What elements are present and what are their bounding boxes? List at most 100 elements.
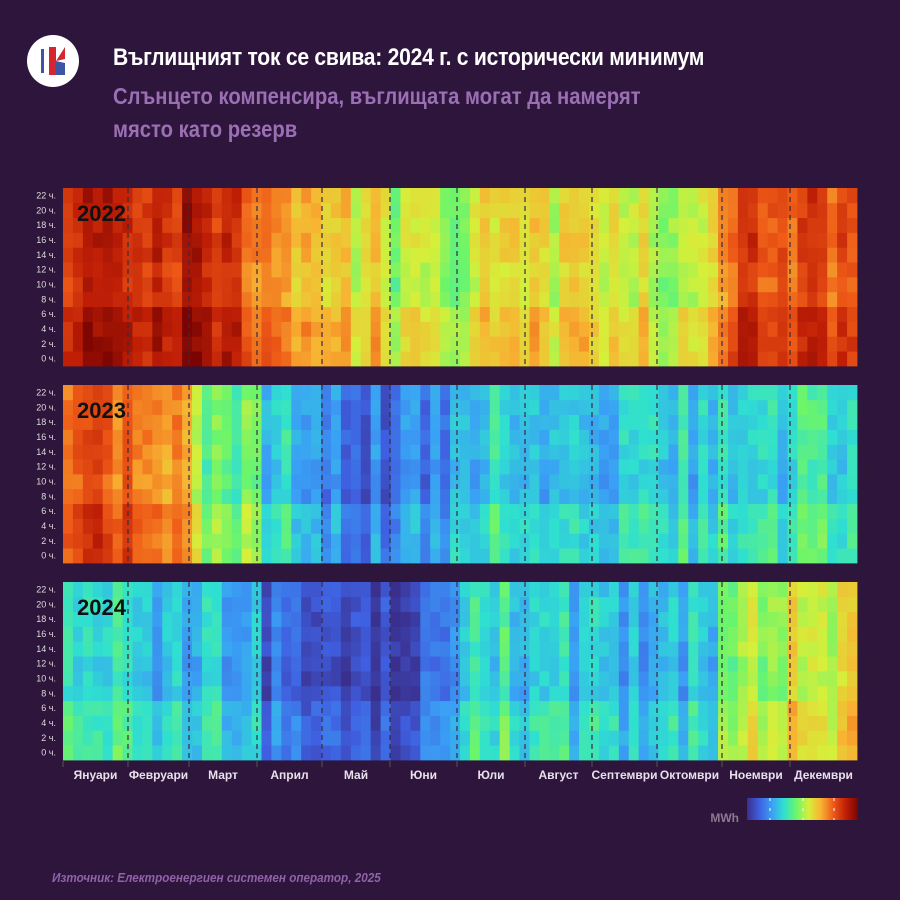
heatmap-cell <box>718 188 729 204</box>
heatmap-cell <box>847 685 858 702</box>
heatmap-cell <box>370 626 382 642</box>
y-tick-label: 8 ч. <box>41 294 56 304</box>
heatmap-cell <box>469 321 481 337</box>
heatmap-cell <box>847 596 858 613</box>
heatmap-cell <box>559 217 570 233</box>
heatmap-cell <box>519 321 530 337</box>
heatmap-cell <box>360 459 372 475</box>
heatmap-cell <box>291 700 302 716</box>
heatmap-cell <box>767 671 779 687</box>
heatmap-cell <box>350 385 362 401</box>
heatmap-cell <box>231 671 243 687</box>
heatmap-cell <box>747 671 759 687</box>
heatmap-cell <box>678 351 689 367</box>
heatmap-cell <box>549 444 560 460</box>
heatmap-cell <box>172 474 183 490</box>
heatmap-cell <box>321 474 332 490</box>
heatmap-cell <box>63 730 74 746</box>
heatmap-cell <box>737 518 749 534</box>
heatmap-cell <box>271 474 282 490</box>
heatmap-cell <box>678 262 689 278</box>
heatmap-cell <box>837 745 848 761</box>
heatmap-cell <box>777 217 788 233</box>
heatmap-cell <box>261 202 272 219</box>
heatmap-cell <box>271 277 282 293</box>
heatmap-cell <box>430 641 441 657</box>
heatmap-cell <box>648 518 659 534</box>
heatmap-cell <box>757 730 769 746</box>
heatmap-cell <box>598 611 610 627</box>
heatmap-cell <box>370 474 382 490</box>
heatmap-cell <box>241 321 252 337</box>
heatmap-cell <box>479 217 491 233</box>
heatmap-cell <box>122 188 133 204</box>
heatmap-cell <box>837 700 848 716</box>
heatmap-cell <box>539 188 550 204</box>
heatmap-cell <box>360 596 372 613</box>
heatmap-cell <box>638 429 649 445</box>
heatmap-cell <box>132 321 143 337</box>
heatmap-cell <box>340 474 352 490</box>
heatmap-cell <box>241 503 252 519</box>
heatmap-cell <box>668 291 679 308</box>
heatmap-cell <box>757 247 769 263</box>
heatmap-cell <box>817 518 828 534</box>
heatmap-cell <box>479 488 491 505</box>
heatmap-cell <box>688 399 699 416</box>
heatmap-cell <box>837 217 848 233</box>
heatmap-cell <box>192 488 203 505</box>
heatmap-cell <box>618 548 630 564</box>
heatmap-cell <box>777 291 788 308</box>
heatmap-cell <box>92 306 104 322</box>
heatmap-cell <box>688 429 699 445</box>
heatmap-cell <box>638 700 649 716</box>
heatmap-cell <box>668 745 679 761</box>
heatmap-cell <box>817 533 828 549</box>
heatmap-cell <box>807 277 818 293</box>
heatmap-cell <box>201 488 213 505</box>
heatmap-cell <box>589 596 600 613</box>
heatmap-cell <box>440 503 451 519</box>
heatmap-cell <box>598 700 610 716</box>
heatmap-cell <box>787 685 798 702</box>
heatmap-cell <box>340 671 352 687</box>
heatmap-cell <box>201 336 213 352</box>
heatmap-cell <box>460 321 471 337</box>
heatmap-cell <box>708 518 719 534</box>
heatmap-cell <box>708 656 719 672</box>
heatmap-cell <box>370 582 382 598</box>
heatmap-cell <box>608 336 620 352</box>
heatmap-cell <box>360 351 372 367</box>
heatmap-cell <box>132 414 143 430</box>
heatmap-cell <box>767 232 779 248</box>
heatmap-cell <box>698 414 709 430</box>
heatmap-cell <box>559 232 570 248</box>
heatmap-cell <box>271 715 282 731</box>
heatmap-cell <box>479 685 491 702</box>
heatmap-cell <box>807 429 818 445</box>
heatmap-cell <box>261 385 272 401</box>
heatmap-cell <box>201 582 213 598</box>
heatmap-cell <box>847 277 858 293</box>
heatmap-cell <box>559 488 570 505</box>
heatmap-cell <box>499 399 511 416</box>
heatmap-cell <box>678 444 689 460</box>
heatmap-cell <box>708 611 719 627</box>
heatmap-cell <box>777 626 788 642</box>
y-tick-label: 10 ч. <box>36 673 56 683</box>
heatmap-cell <box>63 582 74 598</box>
heatmap-cell <box>162 715 173 731</box>
x-tick-label: Април <box>270 768 308 782</box>
heatmap-cell <box>847 745 858 761</box>
heatmap-cell <box>519 232 530 248</box>
heatmap-cell <box>777 429 788 445</box>
heatmap-cell <box>688 533 699 549</box>
heatmap-cell <box>678 685 689 702</box>
heatmap-cell <box>221 548 233 564</box>
heatmap-cell <box>162 336 173 352</box>
heatmap-cell <box>499 745 511 761</box>
heatmap-cell <box>628 291 640 308</box>
heatmap-cell <box>598 385 610 401</box>
heatmap-cell <box>767 202 779 219</box>
heatmap-cell <box>718 745 729 761</box>
